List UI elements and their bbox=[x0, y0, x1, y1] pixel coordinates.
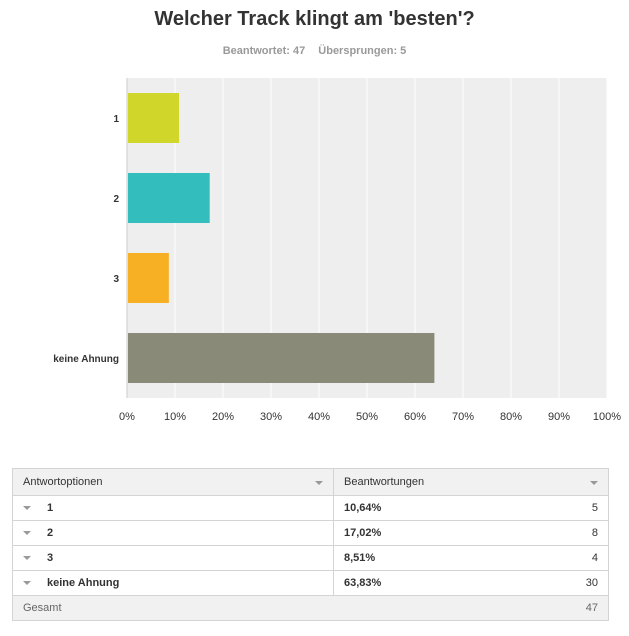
y-tick-label: 1 bbox=[113, 114, 119, 125]
option-cell: keine Ahnung bbox=[12, 570, 334, 596]
header-responses-label: Beantwortungen bbox=[344, 476, 425, 488]
option-label: 3 bbox=[47, 552, 54, 564]
x-tick-label: 10% bbox=[164, 411, 186, 423]
table-header-row: Antwortoptionen Beantwortungen bbox=[12, 468, 609, 496]
header-responses[interactable]: Beantwortungen bbox=[333, 468, 609, 496]
expand-caret-icon[interactable] bbox=[23, 581, 31, 586]
answered-count: Beantwortet: 47 bbox=[222, 45, 306, 57]
x-tick-label: 50% bbox=[356, 411, 378, 423]
x-tick-label: 100% bbox=[593, 411, 621, 423]
y-tick-label: 3 bbox=[113, 274, 119, 285]
bar bbox=[128, 253, 169, 303]
x-tick-label: 0% bbox=[119, 411, 135, 423]
expand-caret-icon[interactable] bbox=[23, 506, 31, 511]
percent-value: 10,64% bbox=[344, 502, 382, 514]
results-table: Antwortoptionen Beantwortungen 1 10,64% 5… bbox=[12, 468, 609, 621]
option-label: 1 bbox=[47, 502, 54, 514]
x-tick-label: 80% bbox=[500, 411, 522, 423]
expand-caret-icon[interactable] bbox=[23, 531, 31, 536]
count-value: 5 bbox=[591, 502, 598, 514]
bar bbox=[128, 173, 210, 223]
skipped-count: Übersprungen: 5 bbox=[318, 45, 407, 57]
bar-chart: 0% 10% 20% 30% 40% 50% 60% 70% 80% 90% 100% 1 2 3 kein… bbox=[53, 78, 621, 423]
count-value: 30 bbox=[585, 577, 598, 589]
header-answer-options[interactable]: Antwortoptionen bbox=[12, 468, 334, 496]
option-cell: 1 bbox=[12, 495, 334, 521]
x-tick-label: 20% bbox=[212, 411, 234, 423]
option-label: keine Ahnung bbox=[47, 577, 120, 589]
option-cell: 2 bbox=[12, 520, 334, 546]
chart-title: Welcher Track klingt am 'besten'? bbox=[154, 8, 475, 30]
x-tick-label: 70% bbox=[452, 411, 474, 423]
response-cell: 63,83% 30 bbox=[333, 570, 609, 596]
response-cell: 17,02% 8 bbox=[333, 520, 609, 546]
response-cell: 8,51% 4 bbox=[333, 545, 609, 571]
percent-value: 17,02% bbox=[344, 527, 382, 539]
x-tick-label: 60% bbox=[404, 411, 426, 423]
x-tick-label: 40% bbox=[308, 411, 330, 423]
y-tick-label: keine Ahnung bbox=[53, 354, 119, 365]
sort-caret-icon[interactable] bbox=[315, 481, 323, 485]
count-value: 8 bbox=[591, 527, 598, 539]
option-cell: 3 bbox=[12, 545, 334, 571]
percent-value: 63,83% bbox=[344, 577, 382, 589]
x-tick-label: 30% bbox=[260, 411, 282, 423]
table-row: 1 10,64% 5 bbox=[12, 495, 609, 521]
percent-value: 8,51% bbox=[344, 552, 376, 564]
header-answer-options-label: Antwortoptionen bbox=[23, 476, 103, 488]
total-count: 47 bbox=[585, 602, 598, 614]
total-cell: Gesamt 47 bbox=[12, 595, 609, 621]
response-stats: Beantwortet: 47 Übersprungen: 5 bbox=[0, 45, 629, 57]
option-label: 2 bbox=[47, 527, 54, 539]
total-label: Gesamt bbox=[23, 602, 62, 614]
sort-caret-icon[interactable] bbox=[590, 481, 598, 485]
count-value: 4 bbox=[591, 552, 598, 564]
table-row: keine Ahnung 63,83% 30 bbox=[12, 570, 609, 596]
bar bbox=[128, 333, 435, 383]
total-row: Gesamt 47 bbox=[12, 595, 609, 621]
response-cell: 10,64% 5 bbox=[333, 495, 609, 521]
x-tick-label: 90% bbox=[548, 411, 570, 423]
expand-caret-icon[interactable] bbox=[23, 556, 31, 561]
bar bbox=[128, 93, 180, 143]
y-tick-label: 2 bbox=[113, 194, 119, 205]
table-row: 2 17,02% 8 bbox=[12, 520, 609, 546]
table-row: 3 8,51% 4 bbox=[12, 545, 609, 571]
